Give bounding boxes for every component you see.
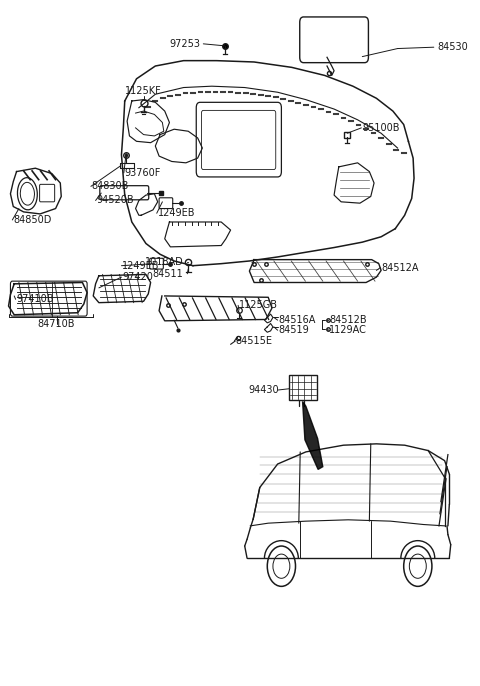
Text: 97253: 97253 bbox=[169, 39, 200, 49]
Text: 97420: 97420 bbox=[122, 272, 153, 282]
Text: 84511: 84511 bbox=[153, 269, 183, 279]
Text: 95100B: 95100B bbox=[362, 123, 400, 133]
Text: 84516A: 84516A bbox=[278, 315, 316, 325]
Text: 84519: 84519 bbox=[278, 325, 309, 335]
Text: 1018AD: 1018AD bbox=[145, 257, 183, 268]
Text: 84512A: 84512A bbox=[381, 263, 419, 273]
Text: 84515E: 84515E bbox=[235, 336, 272, 346]
Text: 1129AC: 1129AC bbox=[329, 325, 367, 335]
Text: 84512B: 84512B bbox=[329, 315, 367, 325]
Text: 93760F: 93760F bbox=[125, 168, 161, 178]
Text: 84710B: 84710B bbox=[38, 319, 75, 329]
Text: 1249EB: 1249EB bbox=[157, 209, 195, 218]
Text: 97410B: 97410B bbox=[16, 294, 54, 305]
Text: 84830B: 84830B bbox=[92, 181, 129, 191]
Polygon shape bbox=[302, 401, 323, 469]
Text: 1125GB: 1125GB bbox=[239, 300, 278, 310]
Text: 94430: 94430 bbox=[248, 385, 278, 395]
Text: 84850D: 84850D bbox=[13, 215, 52, 225]
Text: 1125KF: 1125KF bbox=[125, 86, 162, 95]
Text: 84530: 84530 bbox=[438, 43, 468, 52]
Text: 94520B: 94520B bbox=[96, 196, 134, 206]
Text: 1249EB: 1249EB bbox=[122, 261, 160, 271]
